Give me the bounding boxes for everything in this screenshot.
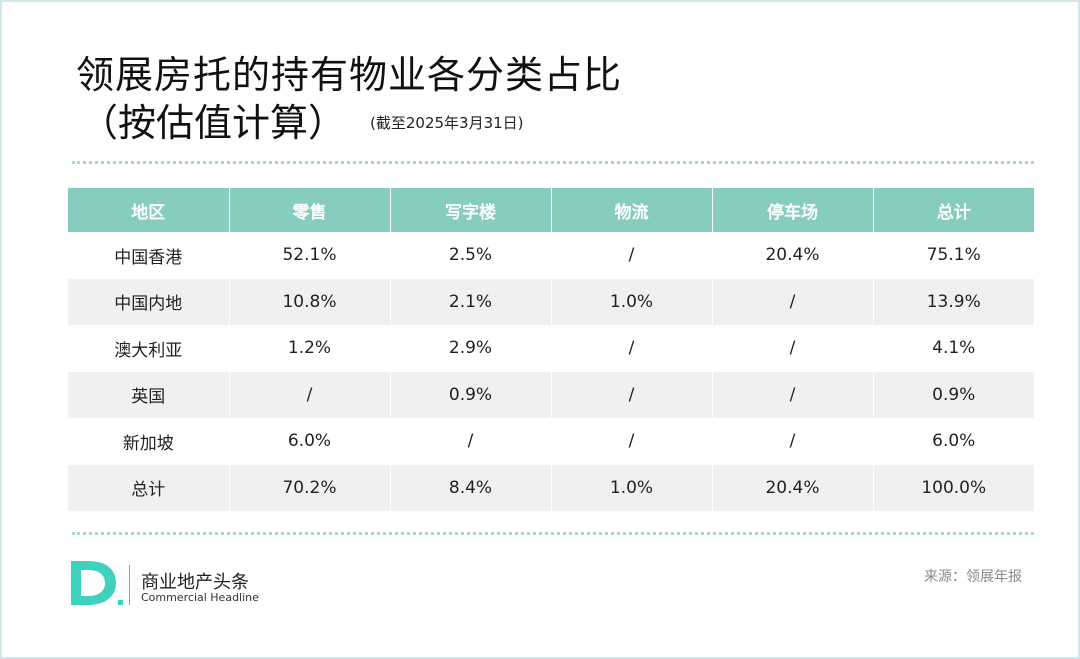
table-cell: 20.4% <box>712 464 874 511</box>
table-row: 总计 70.2% 8.4% 1.0% 20.4% 100.0% <box>68 464 1034 511</box>
table-cell: 75.1% <box>873 232 1034 279</box>
table-header-row: 地区 零售 写字楼 物流 停车场 总计 <box>68 188 1034 232</box>
top-dotted-divider <box>72 161 1034 164</box>
table-cell: 2.5% <box>390 232 552 279</box>
table-cell: / <box>712 278 874 325</box>
table-cell: 0.9% <box>390 371 552 418</box>
table-cell: 10.8% <box>229 278 391 325</box>
table-row: 英国/0.9% //0.9% <box>68 371 1034 418</box>
row-label-cell: 澳大利亚 <box>68 325 230 372</box>
table-cell: 0.9% <box>873 371 1034 418</box>
table-cell: 13.9% <box>873 278 1034 325</box>
table-cell: 8.4% <box>390 464 552 511</box>
brand-name-en: Commercial Headline <box>141 591 259 604</box>
row-label-cell: 新加坡 <box>68 418 230 465</box>
table-cell: / <box>712 325 874 372</box>
table-cell: / <box>551 371 713 418</box>
table-body: 中国香港 52.1% 2.5%/20.4% 75.1% 中国内地 10.8% 2.1% 1.0… <box>68 232 1034 511</box>
table-row: 中国香港 52.1% 2.5%/20.4% 75.1% <box>68 232 1034 279</box>
table-cell: 1.2% <box>229 325 391 372</box>
table-cell: / <box>712 418 874 465</box>
column-header: 总计 <box>873 188 1034 232</box>
data-table: 地区 零售 写字楼 物流 停车场 总计 中国香港 52.1% 2.5%/20.4% 75.1% 中… <box>68 188 1034 511</box>
table-cell: / <box>551 325 713 372</box>
table-cell: / <box>712 371 874 418</box>
table-cell: 52.1% <box>229 232 391 279</box>
table-cell: 6.0% <box>229 418 391 465</box>
table-cell: 2.1% <box>390 278 552 325</box>
column-header: 零售 <box>229 188 391 232</box>
bottom-dotted-divider <box>72 532 1034 535</box>
logo-divider <box>129 565 130 605</box>
chart-title-line1: 领展房托的持有物业各分类占比 <box>76 53 623 97</box>
table-cell: / <box>551 418 713 465</box>
row-label-cell: 中国香港 <box>68 232 230 279</box>
table-cell: 20.4% <box>712 232 874 279</box>
column-header: 物流 <box>551 188 713 232</box>
table-cell: / <box>229 371 391 418</box>
chart-subtitle: (截至2025年3月31日) <box>370 114 524 132</box>
table-cell: 4.1% <box>873 325 1034 372</box>
table-cell: / <box>390 418 552 465</box>
brand-logo-icon <box>71 561 123 605</box>
source-note: 来源：领展年报 <box>924 569 1022 585</box>
chart-title-line2: （按估值计算） <box>80 101 347 145</box>
table-cell: 70.2% <box>229 464 391 511</box>
table-cell: 2.9% <box>390 325 552 372</box>
table-cell: 6.0% <box>873 418 1034 465</box>
column-header: 地区 <box>68 188 230 232</box>
row-label-cell: 总计 <box>68 464 230 511</box>
table-cell: 1.0% <box>551 464 713 511</box>
brand-name-cn: 商业地产头条 <box>141 572 249 593</box>
table-row: 澳大利亚 1.2% 2.9% //4.1% <box>68 325 1034 372</box>
row-label-cell: 英国 <box>68 371 230 418</box>
table-row: 中国内地 10.8% 2.1% 1.0%/13.9% <box>68 278 1034 325</box>
table-row: 新加坡 6.0% / //6.0% <box>68 418 1034 465</box>
column-header: 写字楼 <box>390 188 552 232</box>
table-cell: 1.0% <box>551 278 713 325</box>
row-label-cell: 中国内地 <box>68 278 230 325</box>
column-header: 停车场 <box>712 188 874 232</box>
table-cell: 100.0% <box>873 464 1034 511</box>
table-cell: / <box>551 232 713 279</box>
